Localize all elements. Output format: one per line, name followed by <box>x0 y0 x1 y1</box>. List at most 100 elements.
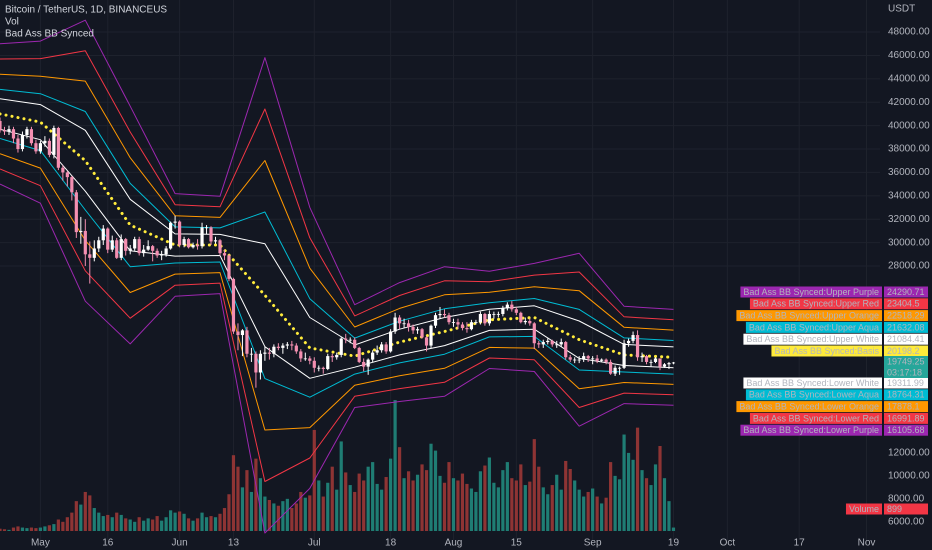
candle-body <box>169 222 173 249</box>
candle-body <box>7 129 11 132</box>
candle-body <box>16 138 20 150</box>
series-name-box <box>743 333 882 345</box>
series-value-box <box>884 401 928 413</box>
candle-body <box>101 228 105 241</box>
volume-bar <box>52 524 56 531</box>
candle-body <box>34 143 38 152</box>
volume-bar <box>460 473 465 531</box>
candle-body <box>38 143 43 152</box>
volume-bar <box>613 475 617 531</box>
volume-bar <box>169 510 173 531</box>
candle-body <box>25 129 29 135</box>
series-name-box <box>771 345 882 357</box>
candle-body <box>631 335 635 341</box>
candle-body <box>173 221 177 223</box>
price-labels: Bad Ass BB Synced:Upper Purple 24290.71 Ba… <box>736 286 928 515</box>
candle-body <box>83 230 87 255</box>
volume-bar <box>177 511 182 531</box>
volume-bar <box>389 458 393 531</box>
candle-body <box>142 249 146 254</box>
volume-bar <box>321 496 325 531</box>
candle-body <box>110 240 114 250</box>
candle-body <box>442 313 447 316</box>
volume-bar <box>541 487 545 531</box>
y-tick-label: 32000.00 <box>888 214 930 225</box>
series-value-box <box>884 345 928 357</box>
volume-bar <box>555 474 559 531</box>
candle-body <box>532 323 536 344</box>
candle-body <box>644 356 649 362</box>
volume-bar <box>56 519 60 531</box>
y-tick-label: 30000.00 <box>888 237 930 248</box>
series-name: Bad Ass BB Synced:Upper Purple <box>743 287 879 297</box>
candle-body <box>254 353 258 373</box>
series-value-box <box>884 377 928 389</box>
volume-bar <box>254 458 258 531</box>
band-line <box>0 183 674 534</box>
volume-bar <box>433 450 438 531</box>
volume-bar <box>227 494 231 531</box>
volume-bar <box>653 464 658 531</box>
series-name: Bad Ass BB Synced:Lower Aqua <box>749 390 879 400</box>
candle-body <box>245 330 249 354</box>
candle-body <box>74 192 78 233</box>
volume-bar <box>667 501 671 531</box>
x-tick-label: 17 <box>794 538 806 549</box>
countdown: 03:17:18 <box>887 367 922 377</box>
series-name-box <box>745 321 882 333</box>
candle-body <box>52 127 56 155</box>
series-name-box <box>740 424 882 436</box>
candle-body <box>653 358 658 362</box>
candle-body <box>406 323 411 327</box>
candle-body <box>303 358 307 360</box>
candle-body <box>133 239 137 249</box>
y-tick-label: 38000.00 <box>888 144 930 155</box>
candle-body <box>433 315 438 326</box>
candle-body <box>483 313 487 324</box>
volume-bar <box>501 470 505 531</box>
volume-bar <box>294 503 298 531</box>
series-value: 21084.41 <box>887 334 925 344</box>
candle-body <box>218 240 222 254</box>
volume-bar <box>276 505 280 531</box>
candle-body <box>115 240 119 258</box>
series-name-box <box>749 298 882 310</box>
candle-body <box>393 317 397 332</box>
volume-bar <box>591 488 595 531</box>
x-tick-label: Oct <box>720 538 736 549</box>
volume-bar <box>357 473 361 531</box>
volume-bar <box>644 478 649 531</box>
volume-bar <box>209 516 213 531</box>
candle-body <box>397 317 402 324</box>
series-name-box <box>749 412 882 424</box>
axis-unit: USDT <box>888 4 915 15</box>
candle-body <box>151 246 155 251</box>
volume-value-box <box>884 503 928 515</box>
volume-bar <box>384 477 388 531</box>
candle-body <box>541 342 545 345</box>
x-tick-label: Sep <box>584 538 602 549</box>
x-tick-label: Nov <box>858 538 876 549</box>
candle-body <box>213 240 218 242</box>
volume-bar <box>510 478 514 531</box>
volume-bar <box>626 452 631 531</box>
candle-body <box>424 337 429 346</box>
candle-body <box>47 140 51 155</box>
countdown-box <box>884 367 928 378</box>
candle-body <box>582 356 586 360</box>
candle-body <box>617 367 622 369</box>
candle-body <box>191 244 195 248</box>
axes: 28000.00 30000.00 32000.00 34000.00 36000.00… <box>31 27 930 549</box>
candle-body <box>321 367 325 369</box>
volume-bar <box>106 514 110 531</box>
volume-bar <box>424 470 429 531</box>
volume-bar <box>447 462 451 531</box>
candle-body <box>460 324 465 329</box>
y-tick-label: 42000.00 <box>888 97 930 108</box>
volume-bar <box>281 501 285 531</box>
volume-bar <box>25 528 29 531</box>
y-tick-label: 40000.00 <box>888 120 930 131</box>
candle-body <box>537 343 541 345</box>
candle-body <box>371 352 375 360</box>
candle-body <box>20 135 25 150</box>
